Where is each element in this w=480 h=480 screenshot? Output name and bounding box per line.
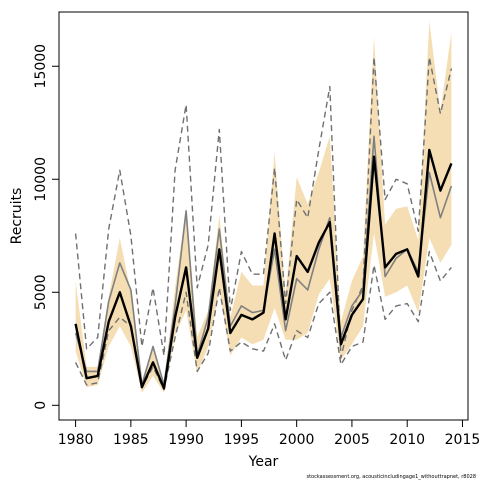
y-tick-label: 10000 [33, 157, 49, 202]
y-tick-label: 5000 [33, 274, 49, 310]
alt-upper-bound-line [74, 56, 453, 359]
plot-area [74, 21, 453, 393]
x-tick-label: 1990 [168, 432, 204, 448]
y-axis: 0 5000 10000 15000 [33, 44, 59, 410]
x-tick-label: 2000 [279, 432, 315, 448]
plot-frame [58, 11, 469, 421]
x-axis-title: Year [248, 454, 279, 470]
x-tick-label: 1985 [113, 432, 149, 448]
confidence-band [75, 21, 452, 393]
x-tick-label: 2010 [389, 432, 425, 448]
y-axis-title: Recruits [9, 188, 25, 245]
footnote: stockassessment.org, acousticincludingag… [306, 474, 476, 480]
y-tick-label: 0 [33, 401, 49, 410]
x-tick-label: 2015 [445, 432, 480, 448]
x-tick-label: 1995 [224, 432, 260, 448]
estimate-line [74, 148, 453, 390]
x-tick-label: 1980 [58, 432, 94, 448]
y-tick-label: 15000 [33, 44, 49, 89]
x-tick-label: 2005 [334, 432, 370, 448]
x-axis: 1980 1985 1990 1995 2000 2005 2010 2015 [58, 420, 480, 448]
